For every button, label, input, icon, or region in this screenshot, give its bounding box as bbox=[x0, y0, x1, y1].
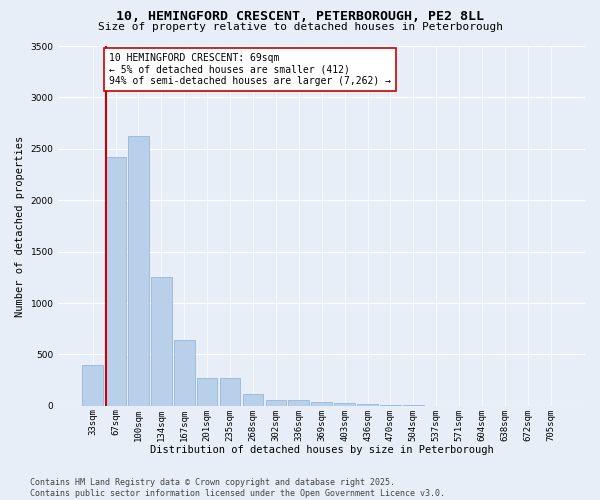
Bar bbox=[242, 394, 263, 406]
Bar bbox=[174, 340, 194, 406]
Bar bbox=[357, 404, 378, 406]
Bar bbox=[151, 278, 172, 406]
Bar bbox=[105, 157, 126, 406]
Bar bbox=[220, 378, 241, 406]
Text: 10, HEMINGFORD CRESCENT, PETERBOROUGH, PE2 8LL: 10, HEMINGFORD CRESCENT, PETERBOROUGH, P… bbox=[116, 10, 484, 23]
Text: 10 HEMINGFORD CRESCENT: 69sqm
← 5% of detached houses are smaller (412)
94% of s: 10 HEMINGFORD CRESCENT: 69sqm ← 5% of de… bbox=[109, 53, 391, 86]
Bar bbox=[311, 402, 332, 406]
Bar bbox=[289, 400, 309, 406]
Bar bbox=[380, 405, 401, 406]
X-axis label: Distribution of detached houses by size in Peterborough: Distribution of detached houses by size … bbox=[150, 445, 494, 455]
Bar bbox=[128, 136, 149, 406]
Bar bbox=[266, 400, 286, 406]
Text: Contains HM Land Registry data © Crown copyright and database right 2025.
Contai: Contains HM Land Registry data © Crown c… bbox=[30, 478, 445, 498]
Bar bbox=[334, 402, 355, 406]
Text: Size of property relative to detached houses in Peterborough: Size of property relative to detached ho… bbox=[97, 22, 503, 32]
Bar bbox=[197, 378, 217, 406]
Bar bbox=[82, 364, 103, 406]
Y-axis label: Number of detached properties: Number of detached properties bbox=[15, 136, 25, 316]
